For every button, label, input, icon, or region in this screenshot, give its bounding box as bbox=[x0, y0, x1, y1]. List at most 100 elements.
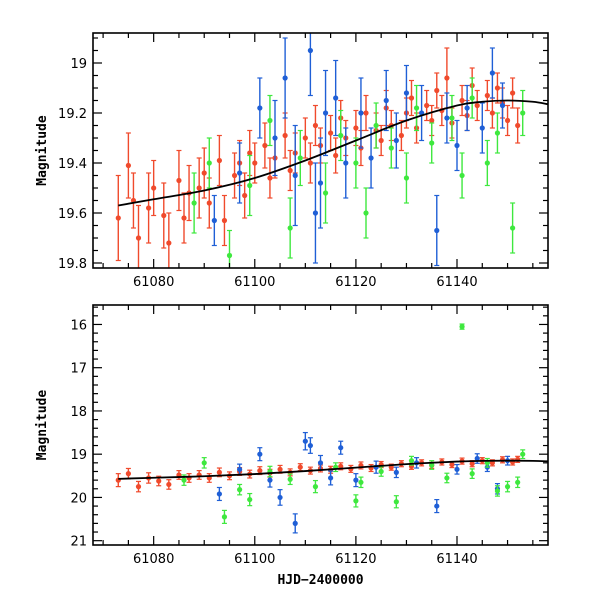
y-tick-label: 19.6 bbox=[58, 207, 87, 222]
marker bbox=[449, 461, 455, 468]
marker bbox=[363, 210, 369, 216]
data-point bbox=[393, 112, 399, 169]
data-point bbox=[186, 473, 192, 483]
marker bbox=[287, 225, 293, 231]
marker bbox=[176, 177, 182, 184]
marker bbox=[454, 466, 460, 472]
marker bbox=[398, 132, 404, 139]
data-point bbox=[287, 473, 293, 486]
data-point bbox=[333, 462, 339, 473]
fit-curve bbox=[118, 459, 548, 480]
marker bbox=[287, 476, 293, 482]
data-point bbox=[474, 89, 480, 122]
marker bbox=[469, 461, 475, 467]
data-point bbox=[196, 470, 202, 480]
marker bbox=[247, 182, 253, 189]
marker bbox=[216, 469, 222, 475]
data-point bbox=[444, 92, 450, 144]
marker bbox=[211, 217, 217, 224]
y-tick-label: 19 bbox=[70, 57, 87, 72]
data-point bbox=[444, 472, 450, 484]
data-point bbox=[383, 69, 389, 132]
data-point bbox=[135, 204, 142, 268]
marker bbox=[353, 498, 359, 504]
data-point bbox=[510, 202, 516, 254]
marker bbox=[151, 185, 157, 191]
y-tick-label: 19.2 bbox=[58, 107, 87, 122]
data-point bbox=[125, 132, 131, 199]
data-point bbox=[469, 468, 475, 480]
data-point bbox=[338, 440, 344, 455]
marker bbox=[292, 520, 298, 526]
marker bbox=[434, 227, 440, 234]
data-point bbox=[216, 486, 222, 502]
marker bbox=[135, 484, 142, 490]
marker bbox=[444, 115, 450, 121]
marker bbox=[353, 160, 359, 166]
marker bbox=[242, 192, 248, 199]
marker bbox=[459, 172, 465, 179]
marker bbox=[328, 475, 334, 481]
data-point bbox=[115, 174, 121, 262]
data-point bbox=[226, 229, 233, 268]
marker bbox=[444, 475, 450, 481]
marker bbox=[378, 137, 384, 144]
data-point bbox=[413, 84, 420, 132]
marker bbox=[322, 190, 329, 196]
data-point bbox=[176, 149, 182, 212]
data-point bbox=[328, 114, 334, 152]
plot-area bbox=[115, 323, 548, 534]
marker bbox=[181, 215, 187, 221]
data-point bbox=[363, 187, 369, 239]
marker bbox=[504, 484, 511, 490]
data-point bbox=[388, 127, 394, 169]
data-point bbox=[322, 162, 329, 224]
data-point bbox=[287, 149, 293, 192]
marker bbox=[449, 115, 455, 121]
marker bbox=[257, 468, 263, 474]
data-point bbox=[322, 69, 329, 157]
marker bbox=[282, 75, 288, 81]
top-light-curve-panel: 61080 61100 61120 61140 19 19.2 19.4 19.6 19.8 Ma… bbox=[35, 32, 549, 290]
marker bbox=[469, 95, 475, 101]
marker bbox=[378, 468, 384, 475]
x-tick-label: 61120 bbox=[335, 275, 376, 290]
marker bbox=[484, 92, 490, 99]
y-tick-label: 20 bbox=[70, 491, 87, 506]
marker bbox=[343, 160, 349, 166]
marker bbox=[454, 142, 460, 149]
y-axis-label: Magnitude bbox=[35, 390, 50, 461]
data-point bbox=[479, 102, 485, 154]
marker bbox=[515, 479, 521, 485]
data-point bbox=[494, 72, 501, 104]
marker bbox=[459, 324, 465, 330]
marker bbox=[434, 87, 440, 94]
marker bbox=[479, 125, 485, 131]
data-point bbox=[252, 142, 258, 184]
marker bbox=[328, 130, 334, 136]
marker bbox=[125, 471, 131, 477]
marker bbox=[408, 458, 415, 464]
data-point bbox=[247, 492, 253, 507]
data-point bbox=[393, 466, 399, 479]
data-point bbox=[338, 462, 344, 471]
data-point bbox=[206, 137, 212, 189]
series-1 bbox=[211, 33, 506, 267]
data-point bbox=[489, 47, 495, 99]
marker bbox=[302, 135, 308, 141]
marker bbox=[201, 460, 207, 466]
data-point bbox=[515, 476, 521, 489]
marker bbox=[312, 484, 319, 490]
marker bbox=[338, 445, 344, 451]
data-point bbox=[267, 94, 273, 147]
data-point bbox=[333, 137, 339, 174]
marker bbox=[237, 466, 243, 472]
marker bbox=[494, 85, 501, 91]
x-tick-label: 61140 bbox=[436, 552, 477, 567]
x-tick-label: 61080 bbox=[133, 552, 174, 567]
data-point bbox=[484, 139, 490, 187]
marker bbox=[307, 442, 313, 449]
marker bbox=[297, 464, 303, 470]
marker bbox=[146, 205, 152, 211]
